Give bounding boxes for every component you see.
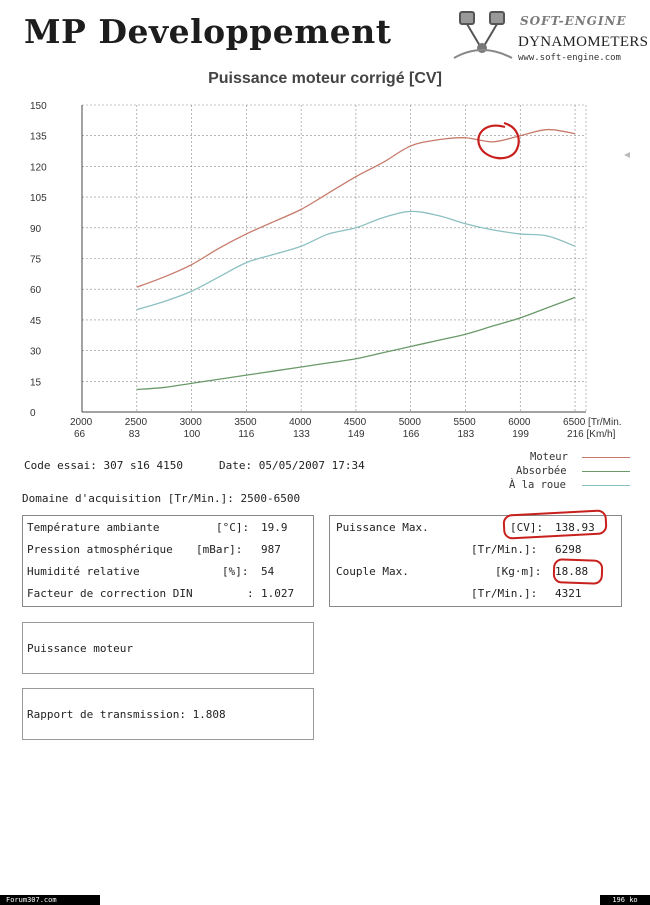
cond-value-humidite: 54 bbox=[261, 565, 275, 578]
x-tick-label: 4000 bbox=[289, 417, 312, 428]
annotations bbox=[477, 121, 630, 160]
test-date: Date: 05/05/2007 17:34 bbox=[219, 459, 365, 472]
cond-value-temp: 19.9 bbox=[261, 521, 288, 534]
footer-left: Forum307.com bbox=[0, 895, 100, 905]
x2-tick-label: 83 bbox=[129, 429, 141, 440]
series-line-0 bbox=[136, 128, 576, 288]
x2-tick-label: 100 bbox=[184, 429, 201, 440]
y-tick-label: 90 bbox=[30, 224, 42, 235]
x-tick-label: 2000 bbox=[70, 417, 93, 428]
soft-engine-logo: SOFT-ENGINE DYNAMOMETERS www.soft-engine… bbox=[452, 8, 648, 70]
torque-max-value: 18.88 bbox=[555, 565, 589, 578]
x-tick-label: 4500 bbox=[344, 417, 367, 428]
cond-unit-din: : bbox=[247, 587, 254, 600]
logo-subtitle: DYNAMOMETERS bbox=[518, 34, 649, 50]
y-tick-label: 105 bbox=[30, 193, 47, 204]
y-tick-label: 75 bbox=[30, 255, 42, 266]
results-box bbox=[329, 515, 622, 607]
acquisition-range: Domaine d'acquisition [Tr/Min.]: 2500-65… bbox=[22, 492, 301, 505]
cond-label-din: Facteur de correction DIN bbox=[27, 587, 193, 600]
y-tick-label: 0 bbox=[30, 408, 36, 419]
legend-swatch-moteur bbox=[582, 457, 630, 458]
power-rpm-value: 6298 bbox=[555, 543, 582, 556]
cond-unit-pression: [mBar]: bbox=[196, 543, 243, 556]
legend-moteur: Moteur bbox=[530, 451, 568, 463]
x2-tick-label: 133 bbox=[293, 429, 310, 440]
power-max-label: Puissance Max. bbox=[336, 521, 429, 534]
legend-absorbee: Absorbée bbox=[516, 465, 567, 477]
rapport-label: Rapport de transmission: 1.808 bbox=[27, 708, 226, 721]
x-tick-label: 6500 [Tr/Min. bbox=[563, 417, 622, 428]
footer-right: 196 ko bbox=[600, 895, 650, 905]
y-tick-label: 60 bbox=[30, 285, 42, 296]
x2-tick-label: 166 bbox=[403, 429, 420, 440]
x-tick-label: 5000 bbox=[399, 417, 422, 428]
y-tick-label: 30 bbox=[30, 347, 42, 358]
rapport-box bbox=[22, 688, 314, 740]
legend-swatch-absorbee bbox=[582, 471, 630, 472]
series-lines bbox=[136, 128, 576, 391]
cond-value-pression: 987 bbox=[261, 543, 281, 556]
cond-unit-humidite: [%]: bbox=[222, 565, 249, 578]
torque-max-label: Couple Max. bbox=[336, 565, 409, 578]
y-tick-label: 120 bbox=[30, 162, 47, 173]
chart-grid bbox=[82, 104, 586, 412]
y-tick-label: 45 bbox=[30, 316, 42, 327]
series-line-2 bbox=[136, 210, 576, 311]
torque-max-unit: [Kg·m]: bbox=[495, 565, 542, 578]
highlight-curve-dip bbox=[477, 121, 520, 160]
code-essai: Code essai: 307 s16 4150 bbox=[24, 459, 183, 472]
y-tick-label: 135 bbox=[30, 132, 47, 143]
brand-title: MP Developpement bbox=[24, 12, 392, 51]
power-max-unit: [CV]: bbox=[510, 521, 544, 534]
conditions-box bbox=[22, 515, 314, 607]
puissance-moteur-label: Puissance moteur bbox=[27, 642, 133, 655]
power-max-value: 138.93 bbox=[555, 521, 595, 534]
y-tick-label: 150 bbox=[30, 101, 47, 112]
torque-rpm-value: 4321 bbox=[555, 587, 582, 600]
cond-value-din: 1.027 bbox=[261, 587, 295, 600]
x-tick-label: 6000 bbox=[508, 417, 531, 428]
x-tick-label: 3500 bbox=[234, 417, 257, 428]
logo-url: www.soft-engine.com bbox=[518, 53, 621, 63]
y-tick-labels: 0 15 30 45 60 75 90 105 120 135 150 bbox=[30, 101, 47, 419]
x2-tick-label: 216 [Km/h] bbox=[567, 429, 616, 440]
y-tick-label: 15 bbox=[30, 377, 42, 388]
x2-tick-label: 183 bbox=[457, 429, 474, 440]
cond-label-pression: Pression atmosphérique bbox=[27, 543, 173, 556]
chart-axes bbox=[81, 105, 587, 413]
torque-rpm-unit: [Tr/Min.]: bbox=[471, 587, 538, 600]
cond-label-temp: Température ambiante bbox=[27, 521, 160, 534]
legend-swatch-roue bbox=[582, 485, 630, 486]
x2-tick-label: 149 bbox=[348, 429, 365, 440]
x2-tick-label: 199 bbox=[512, 429, 529, 440]
x-tick-label: 2500 bbox=[125, 417, 148, 428]
x-tick-label: 5500 bbox=[453, 417, 476, 428]
legend-roue: À la roue bbox=[509, 479, 566, 491]
x2-tick-label: 116 bbox=[238, 429, 254, 440]
cond-unit-temp: [°C]: bbox=[216, 521, 250, 534]
scan-mark-icon bbox=[624, 152, 630, 158]
cond-label-humidite: Humidité relative bbox=[27, 565, 140, 578]
chart-title: Puissance moteur corrigé [CV] bbox=[208, 70, 442, 87]
x-tick-label: 3000 bbox=[180, 417, 203, 428]
power-rpm-unit: [Tr/Min.]: bbox=[471, 543, 538, 556]
pistons-icon bbox=[453, 11, 513, 59]
highlight-torque-max bbox=[552, 558, 604, 585]
puissance-moteur-box bbox=[22, 622, 314, 674]
x2-tick-label: 66 bbox=[74, 429, 86, 440]
series-line-1 bbox=[136, 296, 576, 391]
logo-brand: SOFT-ENGINE bbox=[520, 14, 627, 28]
